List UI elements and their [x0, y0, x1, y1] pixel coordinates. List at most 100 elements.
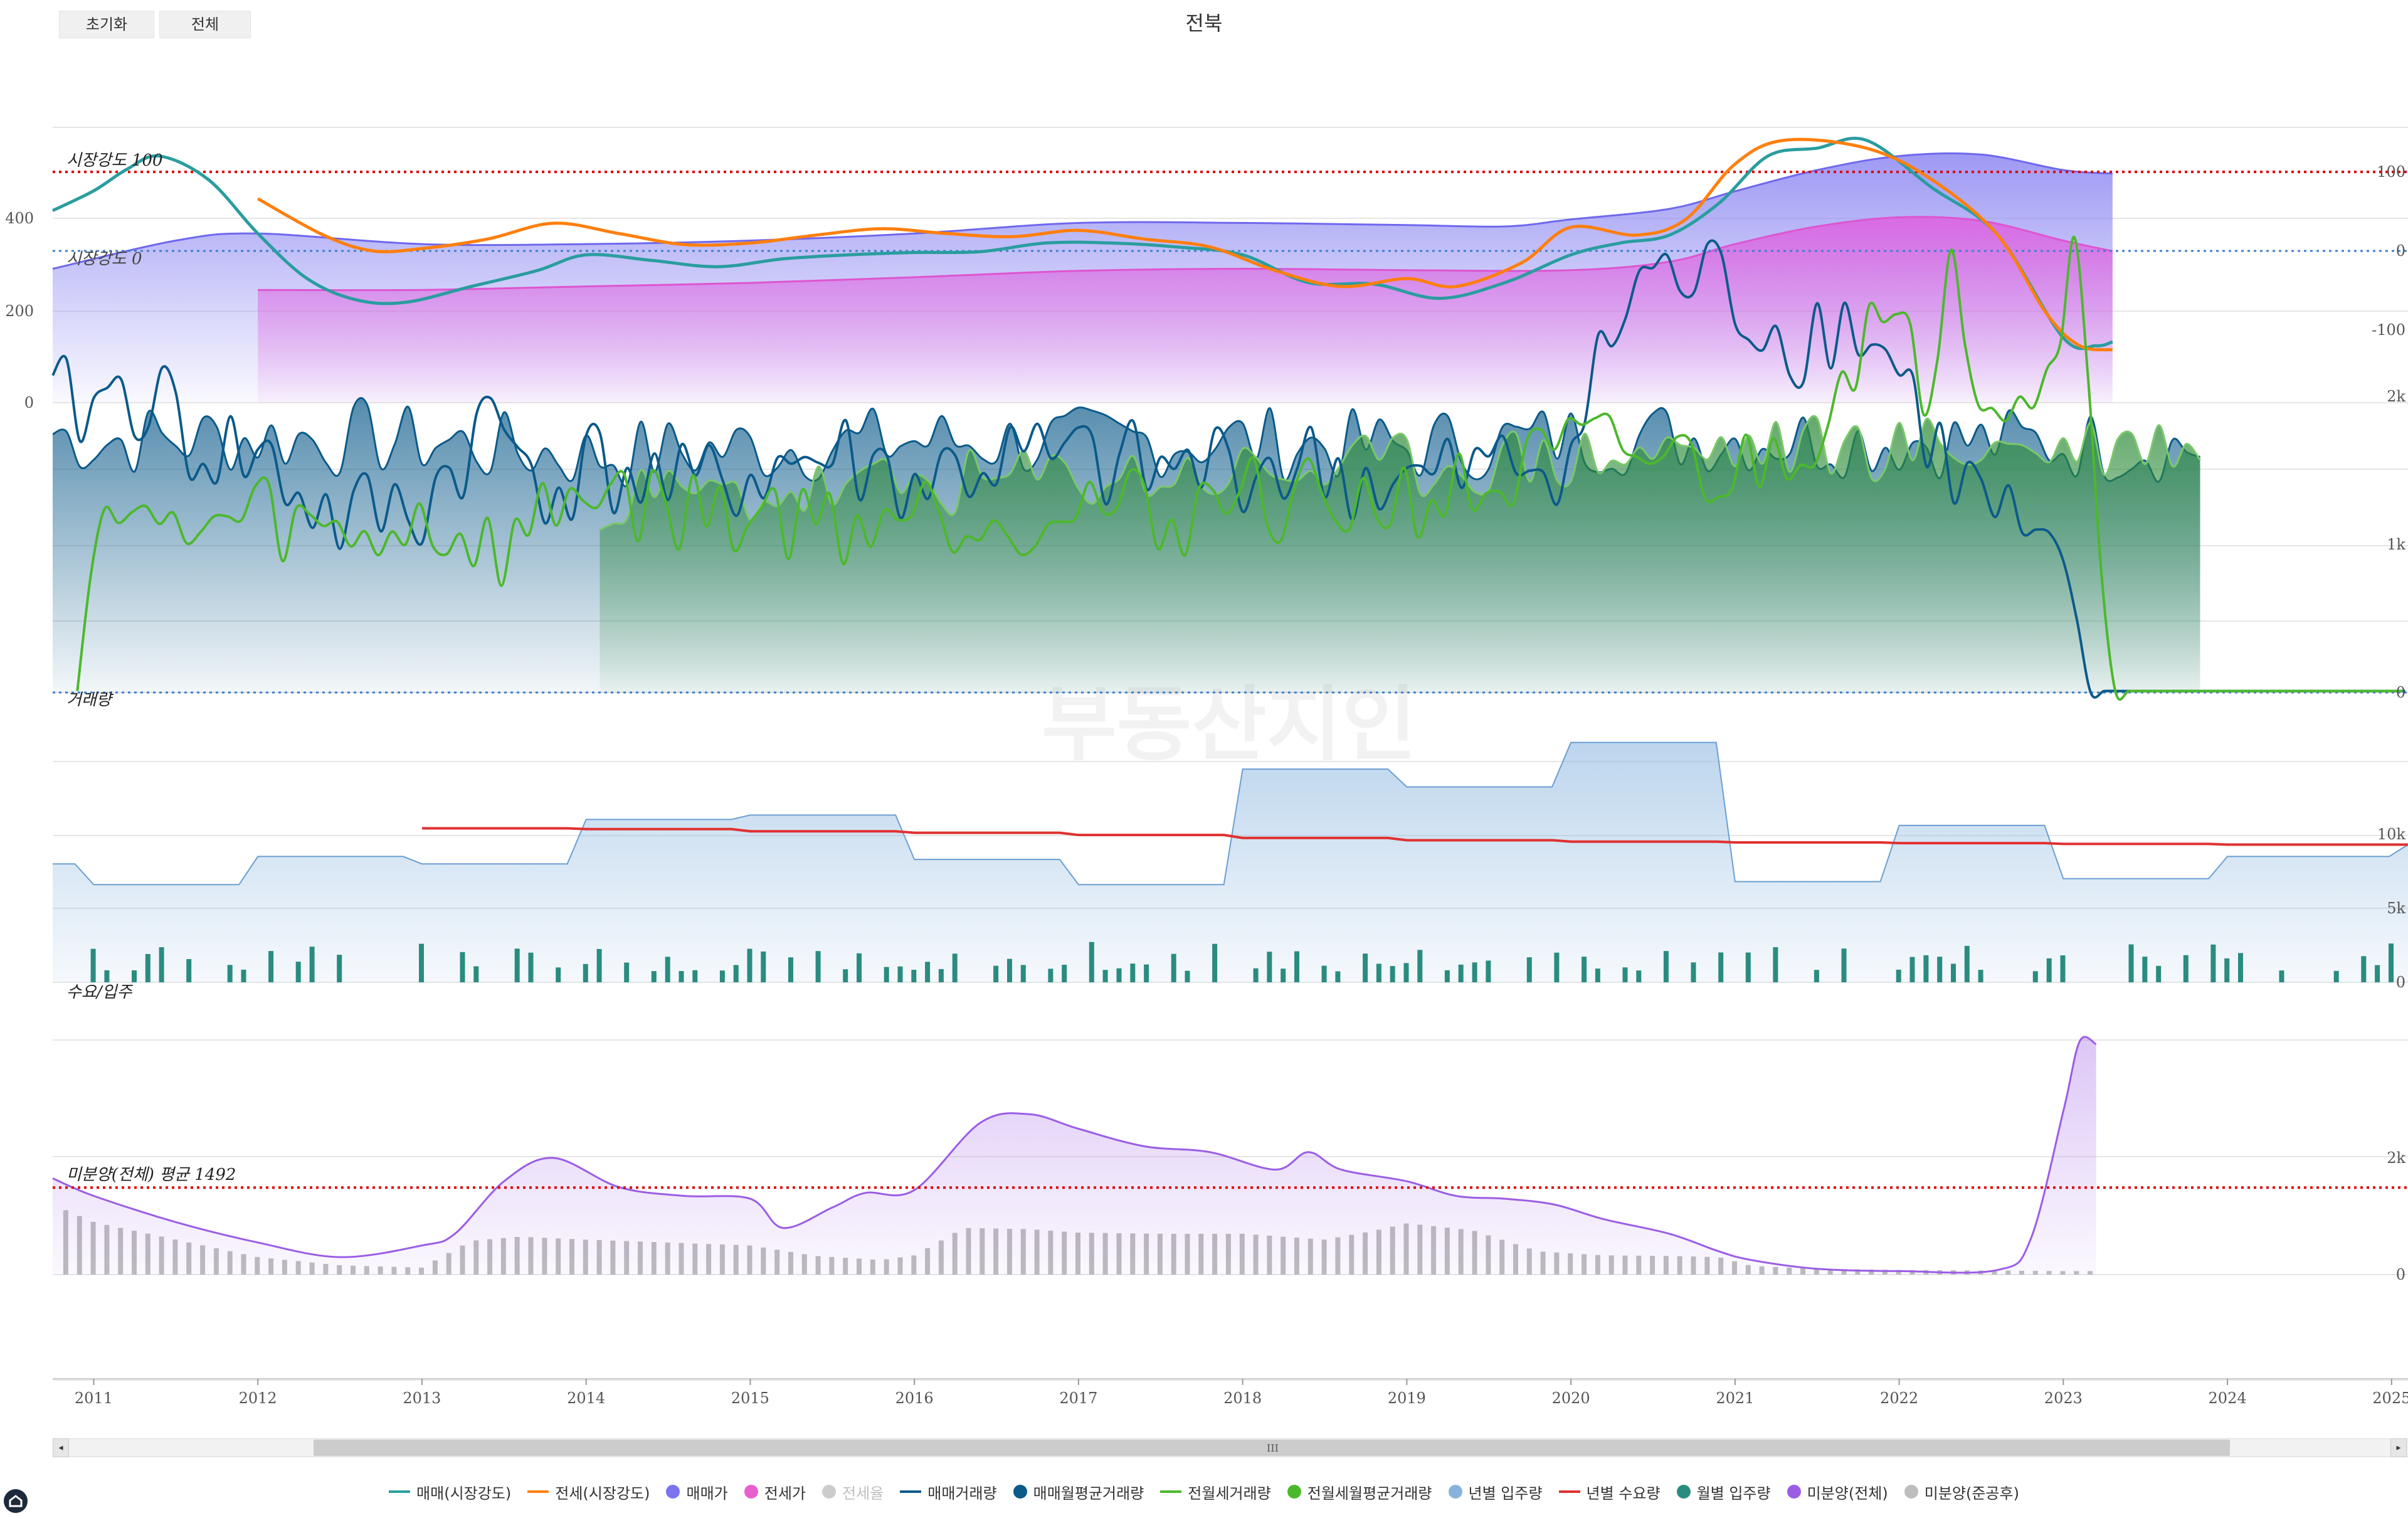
- monthly-supply-bar: [857, 953, 862, 982]
- unsold-total-line: [52, 1036, 2097, 1274]
- unsold-total-area: [53, 1037, 2096, 1275]
- p1-right-tick: 100: [2377, 163, 2405, 181]
- legend-item[interactable]: 매매거래량: [900, 1481, 997, 1503]
- yearly-supply-line: [53, 741, 2408, 886]
- monthly-supply-bar: [1267, 952, 1272, 982]
- x-tick-label: 2018: [1223, 1389, 1262, 1407]
- monthly-supply-bar: [1582, 957, 1587, 982]
- home-icon[interactable]: [4, 1489, 28, 1513]
- legend-item[interactable]: 전월세거래량: [1160, 1481, 1271, 1503]
- p1-left-tick: 0: [24, 394, 34, 411]
- chart-title: 전북: [1185, 11, 1223, 35]
- monthly-supply-bar: [1444, 970, 1450, 982]
- monthly-supply-bar: [1185, 970, 1190, 982]
- legend-item[interactable]: 년별 입주량: [1448, 1481, 1543, 1503]
- monthly-supply-bar: [1554, 952, 1560, 982]
- legend: 매매(시장강도) 전세(시장강도) 매매가 전세가 전세율 매매거래량 매매월평균거래량 전월…: [0, 1479, 2408, 1504]
- x-tick-label: 2011: [75, 1389, 113, 1407]
- monthly-supply-bar: [1048, 969, 1054, 982]
- monthly-supply-bar: [1458, 964, 1464, 982]
- x-tick-label: 2013: [403, 1389, 441, 1407]
- p1-left-tick: 200: [5, 302, 34, 320]
- monthly-supply-bar: [596, 948, 602, 982]
- x-tick-label: 2014: [567, 1389, 605, 1407]
- legend-label: 전월세거래량: [1188, 1484, 1271, 1502]
- monthly-supply-bar: [1663, 951, 1669, 982]
- monthly-supply-bar: [1937, 957, 1943, 982]
- monthly-supply-bar: [788, 957, 793, 982]
- monthly-supply-bar: [2375, 965, 2380, 982]
- monthly-supply-bar: [2060, 955, 2066, 982]
- monthly-supply-bar: [2279, 970, 2284, 982]
- legend-item[interactable]: 전세율: [821, 1481, 884, 1503]
- legend-line-icon: [389, 1490, 411, 1493]
- legend-line-icon: [900, 1490, 922, 1493]
- legend-item[interactable]: 매매(시장강도): [389, 1481, 511, 1503]
- monthly-supply-bar: [1951, 963, 1956, 982]
- monthly-supply-bar: [1390, 966, 1395, 982]
- legend-item[interactable]: 매매월평균거래량: [1013, 1481, 1144, 1503]
- monthly-supply-bar: [1595, 969, 1600, 982]
- monthly-supply-bar: [1335, 971, 1341, 982]
- monthly-supply-bar: [911, 970, 917, 982]
- monthly-supply-bar: [1171, 953, 1176, 982]
- x-tick-label: 2020: [1552, 1389, 1590, 1407]
- legend-item[interactable]: 전월세월평균거래량: [1287, 1481, 1432, 1503]
- monthly-supply-bar: [1691, 962, 1696, 982]
- legend-dot-icon: [666, 1485, 680, 1499]
- monthly-supply-bar: [1020, 965, 1026, 982]
- watermark-text: 부동산지인: [1042, 677, 1417, 772]
- sale-price-line: [52, 152, 2113, 270]
- monthly-supply-bar: [1923, 955, 1929, 982]
- legend-dot-icon: [821, 1485, 836, 1499]
- monthly-supply-bar: [2224, 958, 2230, 982]
- monthly-supply-bar: [460, 952, 465, 982]
- legend-dot-icon: [1013, 1485, 1027, 1499]
- monthly-supply-bar: [925, 962, 931, 982]
- p2-right-tick: 0: [2396, 684, 2405, 701]
- legend-item[interactable]: 매매가: [666, 1481, 728, 1503]
- volume-label: 거래량: [66, 691, 114, 709]
- legend-item[interactable]: 전세(시장강도): [527, 1481, 650, 1503]
- jeonse-strength-line: [256, 137, 2113, 352]
- monthly-supply-bar: [1964, 945, 1970, 982]
- monthly-supply-bar: [186, 959, 192, 982]
- monthly-supply-bar: [1144, 964, 1149, 982]
- monthly-supply-bar: [1403, 963, 1409, 982]
- scroll-right-arrow-icon[interactable]: ▸: [2390, 1438, 2407, 1457]
- monthly-supply-bar: [2361, 956, 2367, 982]
- monthly-supply-bar: [1636, 970, 1642, 982]
- monthly-supply-bar: [583, 963, 588, 982]
- legend-item[interactable]: 전세가: [744, 1481, 806, 1503]
- monthly-supply-bar: [132, 970, 137, 982]
- monthly-supply-bar: [159, 947, 164, 982]
- monthly-supply-bar: [1130, 963, 1136, 982]
- monthly-supply-bar: [884, 967, 889, 982]
- scrollbar-thumb[interactable]: [314, 1440, 2230, 1456]
- monthly-supply-bar: [1526, 957, 1532, 982]
- legend-label: 전세가: [764, 1484, 806, 1502]
- scroll-left-arrow-icon[interactable]: ◂: [53, 1438, 69, 1457]
- p1-right-tick: 0: [2396, 242, 2405, 260]
- monthly-supply-bar: [2183, 955, 2189, 982]
- legend-label: 년별 수요량: [1586, 1484, 1661, 1502]
- legend-item[interactable]: 월별 입주량: [1676, 1481, 1771, 1503]
- legend-item[interactable]: 미분양(준공후): [1904, 1481, 2019, 1503]
- yearly-supply-area: [53, 742, 2408, 982]
- monthly-supply-bar: [1896, 969, 1901, 982]
- legend-item[interactable]: 미분양(전체): [1787, 1481, 1888, 1503]
- show-all-button[interactable]: 전체: [159, 11, 251, 38]
- monthly-supply-bar: [473, 966, 479, 982]
- reset-zoom-button[interactable]: 초기화: [59, 11, 154, 38]
- yearly-demand-line: [421, 827, 2408, 846]
- monthly-supply-bar: [2128, 944, 2134, 982]
- monthly-supply-bar: [1745, 952, 1751, 982]
- monthly-supply-bar: [514, 948, 520, 982]
- plot-area[interactable]: 부동산지인 시장강도 100 시장강도 0 400 200 0 100 0 -100 거래량 2k…: [0, 0, 2408, 1436]
- x-tick-label: 2025: [2372, 1389, 2408, 1407]
- monthly-supply-bar: [897, 966, 903, 982]
- legend-item[interactable]: 년별 수요량: [1558, 1481, 1661, 1503]
- monthly-supply-bar: [528, 952, 534, 982]
- label-layer: 시장강도 100 시장강도 0 400 200 0 100 0 -100 거래량 2k 1k 0 수요/…: [5, 151, 2408, 1407]
